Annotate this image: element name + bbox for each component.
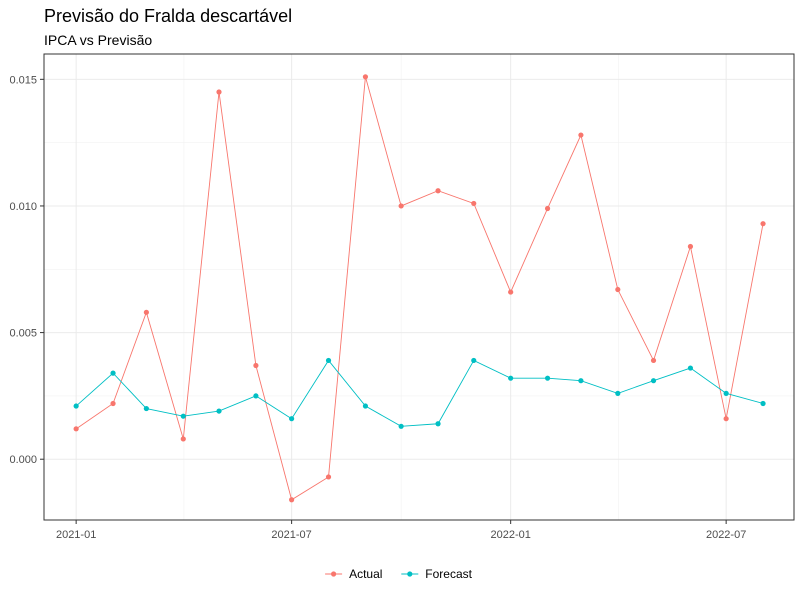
forecast-point: [216, 408, 222, 414]
x-tick-label: 2022-07: [706, 529, 746, 541]
axes: 0.000 0.005 0.010 0.015 2021-01 2021-07 2022-0…: [9, 74, 746, 541]
legend-key-point: [407, 571, 413, 577]
actual-point: [650, 357, 657, 364]
actual-point: [289, 497, 295, 503]
forecast-point: [180, 413, 186, 419]
actual-point: [615, 286, 621, 293]
y-tick-label: 0.010: [9, 201, 37, 213]
forecast-series: [73, 357, 766, 429]
x-tick-label: 2022-01: [490, 529, 530, 541]
forecast-point: [687, 365, 694, 371]
actual-point: [471, 200, 477, 207]
actual-point: [253, 362, 259, 369]
legend-item-forecast: Forecast: [401, 567, 473, 581]
grid-lines: [44, 54, 794, 520]
legend-key-point: [331, 571, 337, 577]
forecast-point: [544, 375, 551, 381]
forecast-point: [615, 390, 621, 396]
forecast-point: [435, 421, 441, 427]
actual-point: [110, 400, 116, 407]
legend-label: Actual: [349, 567, 382, 581]
plot-border: [43, 53, 795, 521]
actual-point: [143, 309, 149, 315]
forecast-point: [398, 423, 404, 429]
actual-point: [435, 188, 441, 194]
forecast-line: [75, 359, 764, 427]
actual-series: [73, 74, 766, 503]
legend-label: Forecast: [425, 567, 472, 581]
forecast-point: [325, 357, 332, 364]
actual-point: [578, 132, 584, 138]
forecast-point: [110, 370, 116, 376]
x-tick-label: 2021-07: [271, 529, 311, 541]
actual-line: [75, 76, 764, 501]
y-tick-label: 0.000: [9, 454, 37, 466]
forecast-point: [508, 375, 514, 381]
actual-point: [723, 416, 729, 422]
forecast-point: [73, 403, 79, 409]
actual-point: [73, 426, 79, 432]
legend: Actual Forecast: [325, 567, 473, 581]
actual-point: [687, 243, 694, 250]
y-tick-label: 0.015: [9, 74, 37, 86]
y-tick-label: 0.005: [9, 328, 37, 340]
series-layer: [73, 74, 766, 503]
forecast-point: [143, 405, 149, 412]
forecast-point: [289, 416, 295, 422]
actual-point: [362, 74, 369, 80]
x-tick-label: 2021-01: [56, 529, 96, 541]
legend-item-actual: Actual: [325, 567, 382, 581]
actual-point: [216, 89, 222, 95]
chart-title: Previsão do Fralda descartável: [44, 6, 293, 26]
forecast-point: [362, 403, 369, 409]
forecast-point: [471, 357, 477, 364]
actual-point: [544, 205, 551, 212]
forecast-point: [253, 393, 259, 399]
actual-point: [760, 221, 766, 227]
forecast-point: [578, 378, 584, 384]
forecast-point: [760, 400, 766, 407]
forecast-point: [650, 378, 657, 384]
actual-point: [508, 289, 514, 295]
forecast-point: [723, 390, 729, 396]
chart-subtitle: IPCA vs Previsão: [44, 32, 153, 48]
actual-point: [325, 474, 332, 480]
actual-point: [398, 203, 404, 209]
actual-point: [180, 436, 186, 442]
